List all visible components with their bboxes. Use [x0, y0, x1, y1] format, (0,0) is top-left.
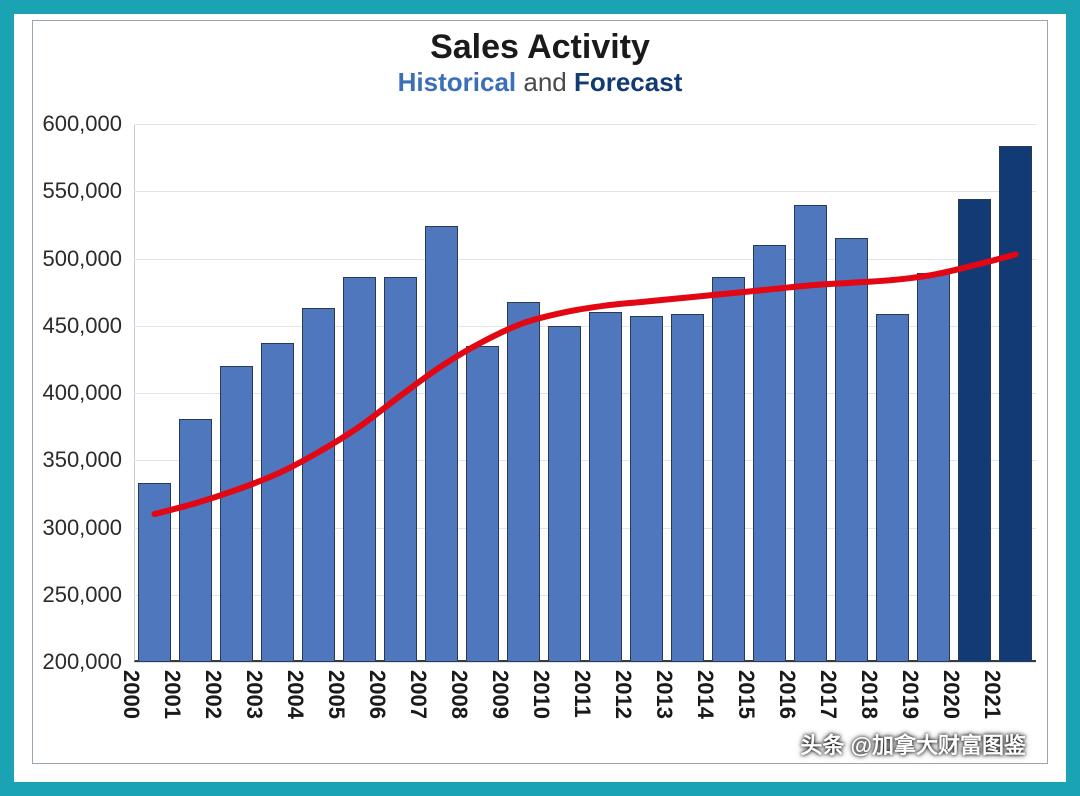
- bar-2014: [712, 277, 745, 662]
- x-axis-label: 2018: [856, 670, 882, 719]
- y-axis-label: 250,000: [42, 582, 134, 608]
- x-axis-label: 2015: [733, 670, 759, 719]
- y-axis-label: 300,000: [42, 515, 134, 541]
- x-axis-label: 2003: [241, 670, 267, 719]
- x-axis-label: 2017: [815, 670, 841, 719]
- x-axis-label: 2008: [446, 670, 472, 719]
- gridline: [134, 662, 1036, 663]
- bar-2009: [507, 302, 540, 662]
- bar-2013: [671, 314, 704, 662]
- x-axis-label: 2000: [118, 670, 144, 719]
- bar-2020: [958, 199, 991, 662]
- x-axis-label: 2021: [979, 670, 1005, 719]
- bar-2018: [876, 314, 909, 662]
- x-axis-label: 2007: [405, 670, 431, 719]
- x-axis-label: 2006: [364, 670, 390, 719]
- bar-2003: [261, 343, 294, 662]
- x-axis-label: 2019: [897, 670, 923, 719]
- bar-2015: [753, 245, 786, 662]
- x-axis-label: 2014: [692, 670, 718, 719]
- bar-2008: [466, 346, 499, 662]
- chart-subtitle: Historical and Forecast: [14, 67, 1066, 98]
- x-axis-label: 2020: [938, 670, 964, 719]
- x-axis-label: 2010: [528, 670, 554, 719]
- y-axis-label: 500,000: [42, 246, 134, 272]
- y-axis-label: 400,000: [42, 380, 134, 406]
- bar-2010: [548, 326, 581, 662]
- bar-2002: [220, 366, 253, 662]
- bar-2019: [917, 273, 950, 662]
- subtitle-forecast: Forecast: [574, 67, 682, 97]
- y-axis-label: 450,000: [42, 313, 134, 339]
- bar-2021: [999, 146, 1032, 662]
- bar-2007: [425, 226, 458, 662]
- subtitle-and: and: [516, 67, 574, 97]
- bar-2001: [179, 419, 212, 662]
- subtitle-historical: Historical: [398, 67, 517, 97]
- x-axis-label: 2011: [569, 670, 595, 718]
- x-axis-label: 2013: [651, 670, 677, 719]
- chart-frame: Sales Activity Historical and Forecast 2…: [0, 0, 1080, 796]
- y-axis-label: 350,000: [42, 447, 134, 473]
- bar-2005: [343, 277, 376, 662]
- bar-2016: [794, 205, 827, 662]
- bar-2000: [138, 483, 171, 662]
- watermark: 头条 @加拿大财富图鉴: [800, 728, 1026, 760]
- x-axis-label: 2009: [487, 670, 513, 719]
- bars-container: 2000200120022003200420052006200720082009…: [134, 124, 1036, 662]
- x-axis-label: 2016: [774, 670, 800, 719]
- bar-2017: [835, 238, 868, 662]
- chart-title-block: Sales Activity Historical and Forecast: [14, 28, 1066, 98]
- bar-2004: [302, 308, 335, 662]
- bar-2012: [630, 316, 663, 662]
- y-axis-label: 550,000: [42, 178, 134, 204]
- x-axis-label: 2004: [282, 670, 308, 719]
- chart-title: Sales Activity: [14, 28, 1066, 67]
- plot-area: 200,000250,000300,000350,000400,000450,0…: [134, 124, 1036, 662]
- y-axis-label: 600,000: [42, 111, 134, 137]
- x-axis-label: 2012: [610, 670, 636, 719]
- x-axis-label: 2005: [323, 670, 349, 719]
- x-axis-label: 2001: [159, 670, 185, 719]
- x-axis-label: 2002: [200, 670, 226, 719]
- bar-2006: [384, 277, 417, 662]
- bar-2011: [589, 312, 622, 662]
